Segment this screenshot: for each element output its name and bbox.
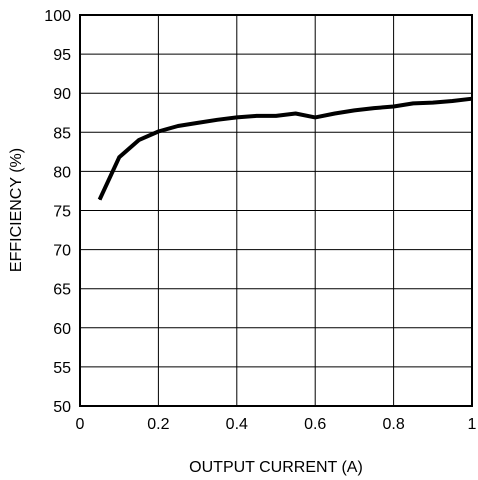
x-tick-label: 0.2 — [147, 416, 169, 433]
x-tick-label: 0.4 — [226, 416, 248, 433]
y-tick-label: 60 — [53, 321, 71, 338]
data-point — [334, 113, 336, 115]
data-point — [118, 156, 120, 158]
data-point — [373, 107, 375, 109]
data-point — [314, 116, 316, 118]
y-tick-label: 80 — [53, 164, 71, 181]
tick-labels: 0 0.2 0.4 0.6 0.8 1 50 55 60 65 70 75 80 85 90 95 100 — [44, 8, 476, 433]
data-point — [275, 115, 277, 117]
data-point — [432, 102, 434, 104]
grid-lines — [80, 15, 472, 406]
x-tick-label: 0 — [76, 416, 85, 433]
data-point — [353, 109, 355, 111]
y-tick-label: 70 — [53, 243, 71, 260]
x-tick-label: 0.8 — [382, 416, 404, 433]
data-point — [99, 199, 101, 201]
data-point — [393, 105, 395, 107]
data-point — [295, 113, 297, 115]
y-tick-label: 50 — [53, 399, 71, 416]
x-axis-label: OUTPUT CURRENT (A) — [189, 459, 363, 476]
data-point — [255, 115, 257, 117]
data-point — [138, 139, 140, 141]
data-point — [177, 125, 179, 127]
plot-frame — [79, 14, 473, 407]
data-point — [197, 122, 199, 124]
y-tick-label: 85 — [53, 125, 71, 142]
data-point — [236, 116, 238, 118]
data-point — [157, 131, 159, 133]
y-axis-label: EFFICIENCY (%) — [8, 148, 25, 272]
x-tick-label: 0.6 — [304, 416, 326, 433]
y-tick-label: 100 — [44, 8, 71, 25]
data-point — [412, 102, 414, 104]
data-point — [451, 100, 453, 102]
y-tick-label: 95 — [53, 47, 71, 64]
y-tick-label: 55 — [53, 360, 71, 377]
series-group — [97, 96, 473, 201]
efficiency-line — [97, 96, 473, 201]
y-tick-label: 65 — [53, 282, 71, 299]
data-point — [216, 119, 218, 121]
x-tick-label: 1 — [468, 416, 477, 433]
y-tick-label: 90 — [53, 86, 71, 103]
y-tick-label: 75 — [53, 204, 71, 221]
